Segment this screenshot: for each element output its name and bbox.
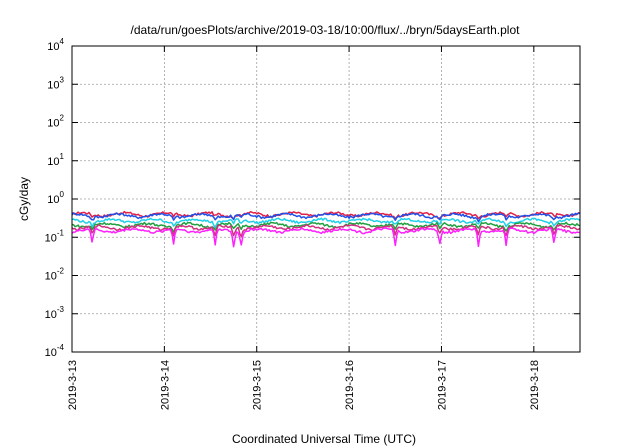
series-line <box>71 212 581 223</box>
y-axis-label: cGy/day <box>17 177 31 221</box>
series-line <box>71 224 581 238</box>
y-tick-label: 100 <box>47 190 64 206</box>
y-tick-label: 10-1 <box>45 228 65 244</box>
y-tick-label: 102 <box>47 114 64 130</box>
series-layer <box>71 210 581 248</box>
y-tick-label: 10-4 <box>45 343 65 359</box>
y-tick-label: 10-2 <box>45 267 65 283</box>
x-tick-label: 2019-3-13 <box>67 360 79 410</box>
y-tick-label: 103 <box>47 75 64 91</box>
grid <box>72 46 580 352</box>
y-tick-label: 101 <box>47 152 64 168</box>
x-tick-label: 2019-3-14 <box>159 360 171 410</box>
y-tick-label: 10-3 <box>45 305 65 321</box>
x-tick-label: 2019-3-17 <box>436 360 448 410</box>
x-tick-label: 2019-3-16 <box>344 360 356 410</box>
y-axis: 104 103 102 101 100 10-1 10-2 10-3 10-4 <box>45 37 580 359</box>
x-tick-label: 2019-3-15 <box>252 360 264 410</box>
x-axis: 2019-3-13 2019-3-14 2019-3-15 2019-3-16 2019… <box>67 46 541 410</box>
series-line <box>71 210 581 220</box>
x-tick-label: 2019-3-18 <box>529 360 541 410</box>
series-line <box>71 217 581 229</box>
y-tick-label: 104 <box>47 37 64 53</box>
series-line <box>71 227 581 248</box>
chart-title: /data/run/goesPlots/archive/2019-03-18/1… <box>131 23 521 37</box>
series-line <box>71 221 581 233</box>
x-axis-label: Coordinated Universal Time (UTC) <box>232 432 416 446</box>
